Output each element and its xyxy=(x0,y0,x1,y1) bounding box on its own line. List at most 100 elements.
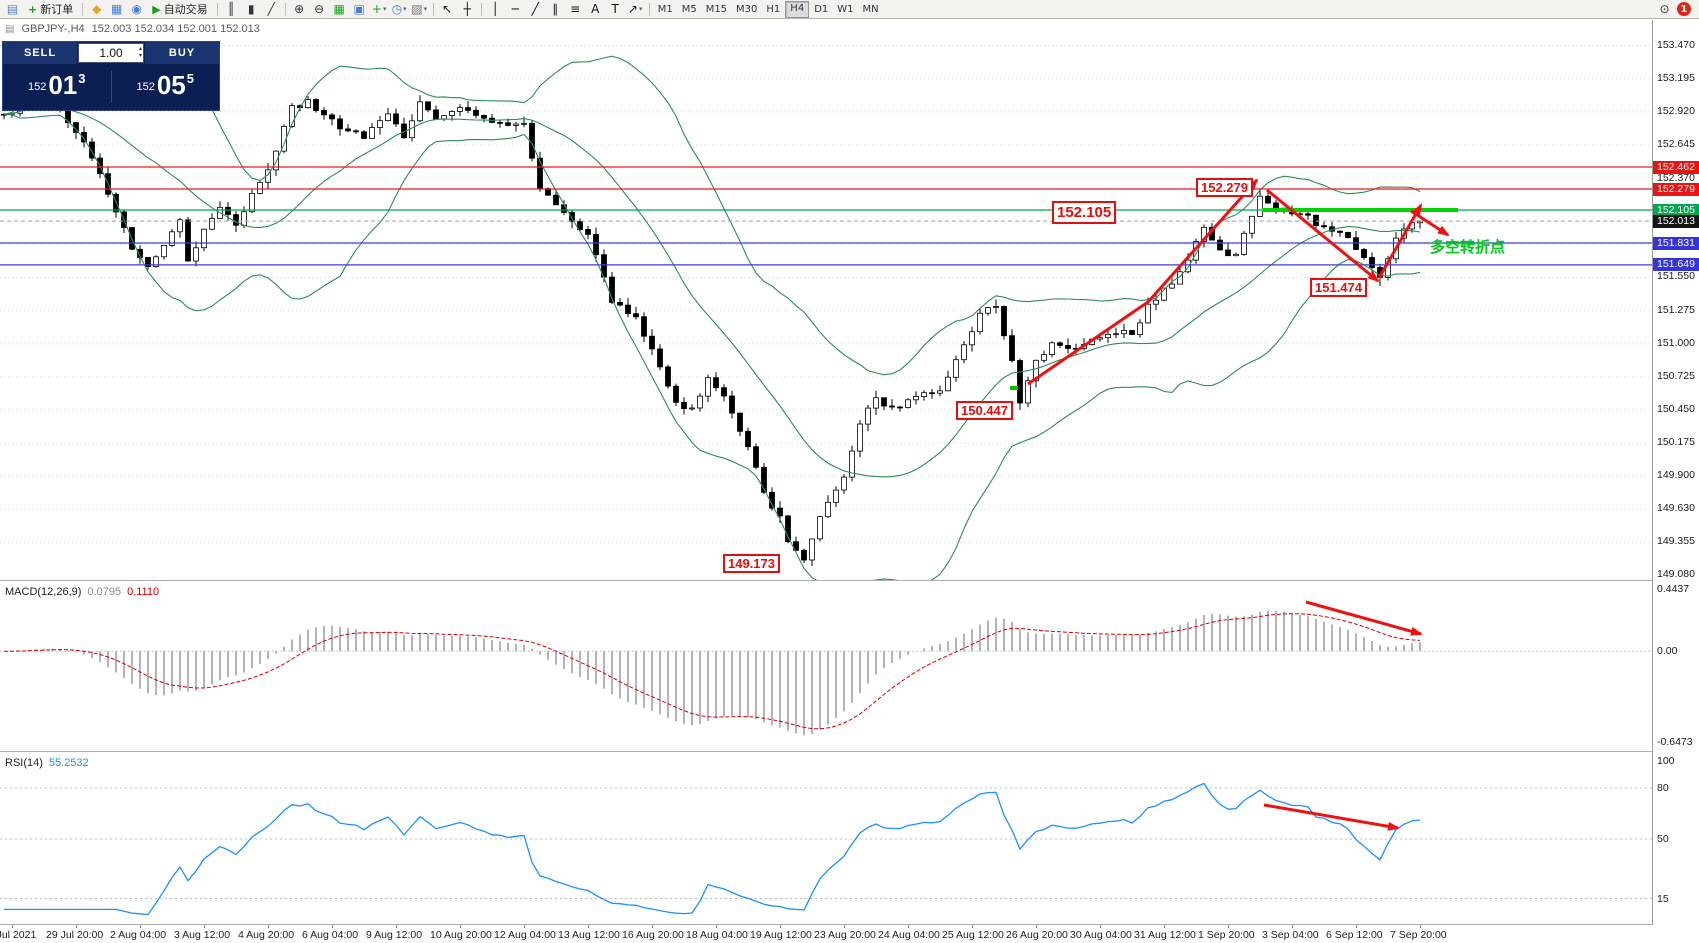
text-icon[interactable]: A xyxy=(591,2,600,16)
bar-chart-icon[interactable]: ║ xyxy=(227,2,235,16)
turning-point-annotation[interactable]: 多空转折点 xyxy=(1430,239,1506,256)
line-chart-icon[interactable]: ╱ xyxy=(267,2,275,16)
timeframe-d1-button[interactable]: D1 xyxy=(814,3,829,15)
buy-button[interactable]: BUY xyxy=(145,42,219,64)
timeframe-m1-button[interactable]: M1 xyxy=(657,3,673,15)
rsi-down-arrow[interactable] xyxy=(1263,803,1400,831)
strategy-tester-icon[interactable]: ◉ xyxy=(131,2,142,16)
data-window-icon[interactable]: ▦ xyxy=(111,2,123,16)
level-price-tag: 152.279 xyxy=(1653,182,1699,196)
level-price-tag: 151.831 xyxy=(1653,236,1699,250)
trendline-icon[interactable]: ╱ xyxy=(531,2,539,16)
time-axis-tick xyxy=(12,925,13,928)
macd-histogram xyxy=(11,610,1421,736)
price-axis-label: 150.725 xyxy=(1657,369,1695,382)
time-axis-tick xyxy=(140,925,141,928)
zoom-in-icon[interactable]: ⊕ xyxy=(294,2,305,16)
buy-price-prefix: 152 xyxy=(136,80,155,93)
timeframe-m30-button[interactable]: M30 xyxy=(736,3,758,15)
cascade-windows-icon[interactable]: ▣ xyxy=(353,2,365,16)
new-order-label: 新订单 xyxy=(40,3,74,16)
volume-input[interactable]: 1.00 ▴ ▾ xyxy=(78,43,144,63)
timeframe-m5-button[interactable]: M5 xyxy=(681,3,697,15)
chart-symbol-header: ▤ GBPJPY-,H4 152.003 152.034 152.001 152… xyxy=(5,23,260,35)
level-price-tag: 151.649 xyxy=(1653,258,1699,272)
notification-badge[interactable]: 1 xyxy=(1677,2,1691,16)
cursor-icon[interactable]: ↖ xyxy=(442,2,453,16)
price-annotation-151-474[interactable]: 151.474 xyxy=(1310,278,1367,297)
pane-separator-macd-rsi[interactable] xyxy=(0,751,1699,752)
buy-price-pip: 5 xyxy=(186,70,194,86)
level-price-tag: 152.462 xyxy=(1653,160,1699,174)
time-axis-label: 25 Aug 12:00 xyxy=(942,929,1004,941)
rsi-axis-label: 50 xyxy=(1657,833,1669,845)
time-axis-label: 13 Aug 12:00 xyxy=(558,929,620,941)
rsi-name: RSI(14) xyxy=(5,757,43,769)
search-icon[interactable]: ⊙ xyxy=(1659,2,1670,16)
trend-up-arrow[interactable] xyxy=(1027,178,1259,386)
timeframe-w1-button[interactable]: W1 xyxy=(837,3,854,15)
market-watch-icon[interactable]: ◆ xyxy=(92,2,102,16)
toolbar-separator xyxy=(432,2,434,16)
crosshair-icon[interactable]: ┼ xyxy=(463,2,471,16)
zoom-out-icon[interactable]: ⊖ xyxy=(314,2,325,16)
fibonacci-icon[interactable]: ≡ xyxy=(570,2,581,16)
sell-price-button[interactable]: 152 01 3 xyxy=(3,71,111,104)
label-icon[interactable]: T xyxy=(611,2,619,16)
window-icon[interactable]: ▤ xyxy=(6,2,19,16)
channel-icon[interactable]: ∥ xyxy=(552,2,559,16)
tile-windows-icon[interactable]: ▦ xyxy=(333,2,345,16)
time-axis-label: 7 Sep 20:00 xyxy=(1390,929,1447,941)
macd-main-value: 0.0795 xyxy=(87,586,122,598)
timeframe-m15-button[interactable]: M15 xyxy=(705,3,728,15)
stepper-up-icon[interactable]: ▴ xyxy=(138,45,142,52)
turn-down-arrow[interactable] xyxy=(1410,209,1450,237)
candlestick-chart-icon[interactable]: ▮ xyxy=(247,2,255,16)
level-price-tag: 152.105 xyxy=(1653,203,1699,217)
price-annotation-152-105[interactable]: 152.105 xyxy=(1052,201,1117,224)
trend-down-arrow[interactable] xyxy=(1266,188,1380,283)
macd-name: MACD(12,26,9) xyxy=(5,586,82,598)
new-order-button[interactable]: + 新订单 xyxy=(23,1,78,17)
sell-price-big: 01 xyxy=(48,70,78,101)
toolbar-separator xyxy=(284,2,286,16)
rsi-pane[interactable] xyxy=(0,754,1652,924)
arrows-icon[interactable]: ↗ xyxy=(626,1,645,17)
price-annotation-150-447[interactable]: 150.447 xyxy=(956,401,1013,420)
buy-price-button[interactable]: 152 05 5 xyxy=(112,71,220,104)
rebound-line-arrow[interactable] xyxy=(1377,203,1423,279)
price-axis-label: 150.450 xyxy=(1657,402,1695,415)
horizontal-line-icon[interactable]: ─ xyxy=(511,2,519,16)
time-axis-label: 1 Sep 20:00 xyxy=(1198,929,1255,941)
price-annotation-152-279[interactable]: 152.279 xyxy=(1196,178,1253,197)
sell-price-pip: 3 xyxy=(78,70,86,86)
macd-down-arrow[interactable] xyxy=(1305,600,1423,636)
timeframe-h1-button[interactable]: H1 xyxy=(766,3,781,15)
price-axis-label: 151.000 xyxy=(1657,336,1695,349)
price-axis-label: 153.195 xyxy=(1657,72,1695,85)
time-axis[interactable]: 28 Jul 2021 29 Jul 20:00 2 Aug 04:00 3 Aug … xyxy=(0,925,1652,943)
toolbar-separator xyxy=(648,2,650,16)
timeframe-h4-button[interactable]: H4 xyxy=(785,0,810,18)
bollinger-upper-band xyxy=(3,43,1421,376)
timeframe-mn-button[interactable]: MN xyxy=(862,3,879,15)
price-axis-label: 149.900 xyxy=(1657,469,1695,482)
periods-button[interactable]: ◷ xyxy=(390,1,409,17)
price-annotation-149-173[interactable]: 149.173 xyxy=(723,554,780,573)
sell-button[interactable]: SELL xyxy=(3,42,77,64)
stepper-down-icon[interactable]: ▾ xyxy=(138,52,142,60)
templates-button[interactable]: ▨ xyxy=(410,1,429,17)
time-axis-label: 28 Jul 2021 xyxy=(0,929,37,941)
price-axis[interactable]: 153.470 153.195 152.920 152.645 152.462 152.3… xyxy=(1652,20,1699,925)
autotrading-button[interactable]: ▶ 自动交易 xyxy=(147,1,212,17)
bid-price-tag: 152.013 xyxy=(1653,214,1699,228)
macd-pane[interactable] xyxy=(0,583,1652,748)
pane-separator-main-macd[interactable] xyxy=(0,580,1699,581)
vertical-line-icon[interactable]: │ xyxy=(491,2,499,16)
time-axis-label: 3 Aug 12:00 xyxy=(174,929,231,941)
indicators-button[interactable]: + xyxy=(370,1,389,17)
main-chart-pane[interactable] xyxy=(0,20,1652,580)
time-axis-tick xyxy=(780,925,781,928)
volume-stepper[interactable]: ▴ ▾ xyxy=(139,45,142,59)
